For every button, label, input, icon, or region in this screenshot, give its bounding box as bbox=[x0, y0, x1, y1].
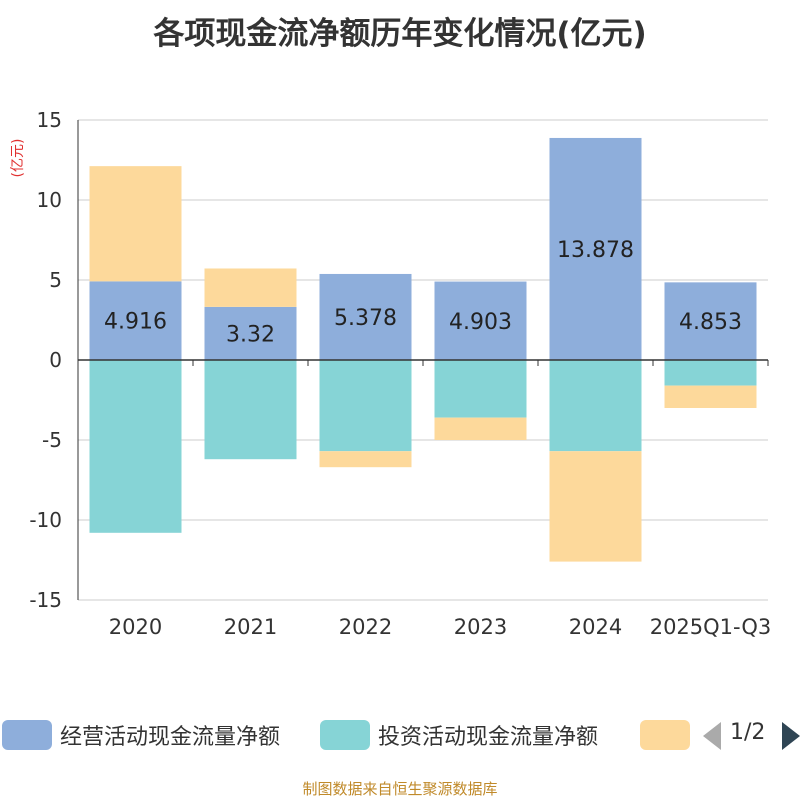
data-label: 3.32 bbox=[226, 322, 275, 347]
bar-segment bbox=[434, 360, 527, 418]
data-label: 4.916 bbox=[104, 310, 167, 335]
legend-swatch-operating bbox=[2, 720, 52, 750]
bar-segment bbox=[89, 360, 182, 533]
bar-segment bbox=[204, 306, 297, 360]
x-tick-label: 2025Q1-Q3 bbox=[650, 615, 772, 639]
y-tick-label: -10 bbox=[29, 508, 62, 532]
legend-label-investing: 投资活动现金流量净额 bbox=[378, 725, 599, 750]
bar-segment bbox=[204, 360, 297, 460]
legend-swatch-financing bbox=[640, 720, 690, 750]
x-tick-label: 2022 bbox=[339, 615, 392, 639]
bar-segment bbox=[319, 451, 412, 468]
data-label: 5.378 bbox=[334, 306, 397, 331]
data-label: 4.903 bbox=[449, 310, 512, 335]
bar-segment bbox=[319, 360, 412, 452]
bar-segment bbox=[89, 166, 182, 282]
x-tick-label: 2020 bbox=[109, 615, 162, 639]
data-label: 4.853 bbox=[679, 310, 742, 335]
bar-segment bbox=[664, 385, 757, 408]
legend-label-operating: 经营活动现金流量净额 bbox=[60, 725, 281, 750]
bar-segment bbox=[664, 360, 757, 386]
bar-segment bbox=[549, 137, 642, 360]
bar-segment bbox=[319, 273, 412, 360]
x-tick-label: 2021 bbox=[224, 615, 277, 639]
y-tick-label: 10 bbox=[37, 188, 62, 212]
bar-segment bbox=[434, 417, 527, 440]
bar-segment bbox=[664, 282, 757, 360]
bar-segment bbox=[434, 281, 527, 360]
bar-segment bbox=[549, 360, 642, 452]
legend-next-page-icon[interactable] bbox=[782, 722, 800, 750]
y-tick-label: -15 bbox=[29, 588, 62, 612]
legend-swatch-investing bbox=[320, 720, 370, 750]
bar-segment bbox=[89, 281, 182, 360]
stacked-bar-chart: 15 10 5 0 -5 -10 -15 4.916 3.32 5.378 4.903 13.878 4… bbox=[29, 108, 772, 639]
y-tick-label: -5 bbox=[42, 428, 62, 452]
bar-segment bbox=[204, 268, 297, 307]
y-tick-label: 15 bbox=[37, 108, 62, 132]
legend-prev-page-icon[interactable] bbox=[703, 722, 721, 750]
legend: 经营活动现金流量净额 投资活动现金流量净额 1/2 bbox=[0, 716, 800, 752]
x-tick-label: 2024 bbox=[569, 615, 622, 639]
legend-page-indicator: 1/2 bbox=[730, 720, 766, 745]
data-label: 13.878 bbox=[557, 238, 634, 263]
y-tick-label: 0 bbox=[49, 348, 62, 372]
source-note: 制图数据来自恒生聚源数据库 bbox=[302, 780, 498, 798]
chart-title: 各项现金流净额历年变化情况(亿元) bbox=[153, 16, 647, 52]
bar-segment bbox=[549, 451, 642, 562]
y-tick-label: 5 bbox=[49, 268, 62, 292]
x-tick-label: 2023 bbox=[454, 615, 507, 639]
